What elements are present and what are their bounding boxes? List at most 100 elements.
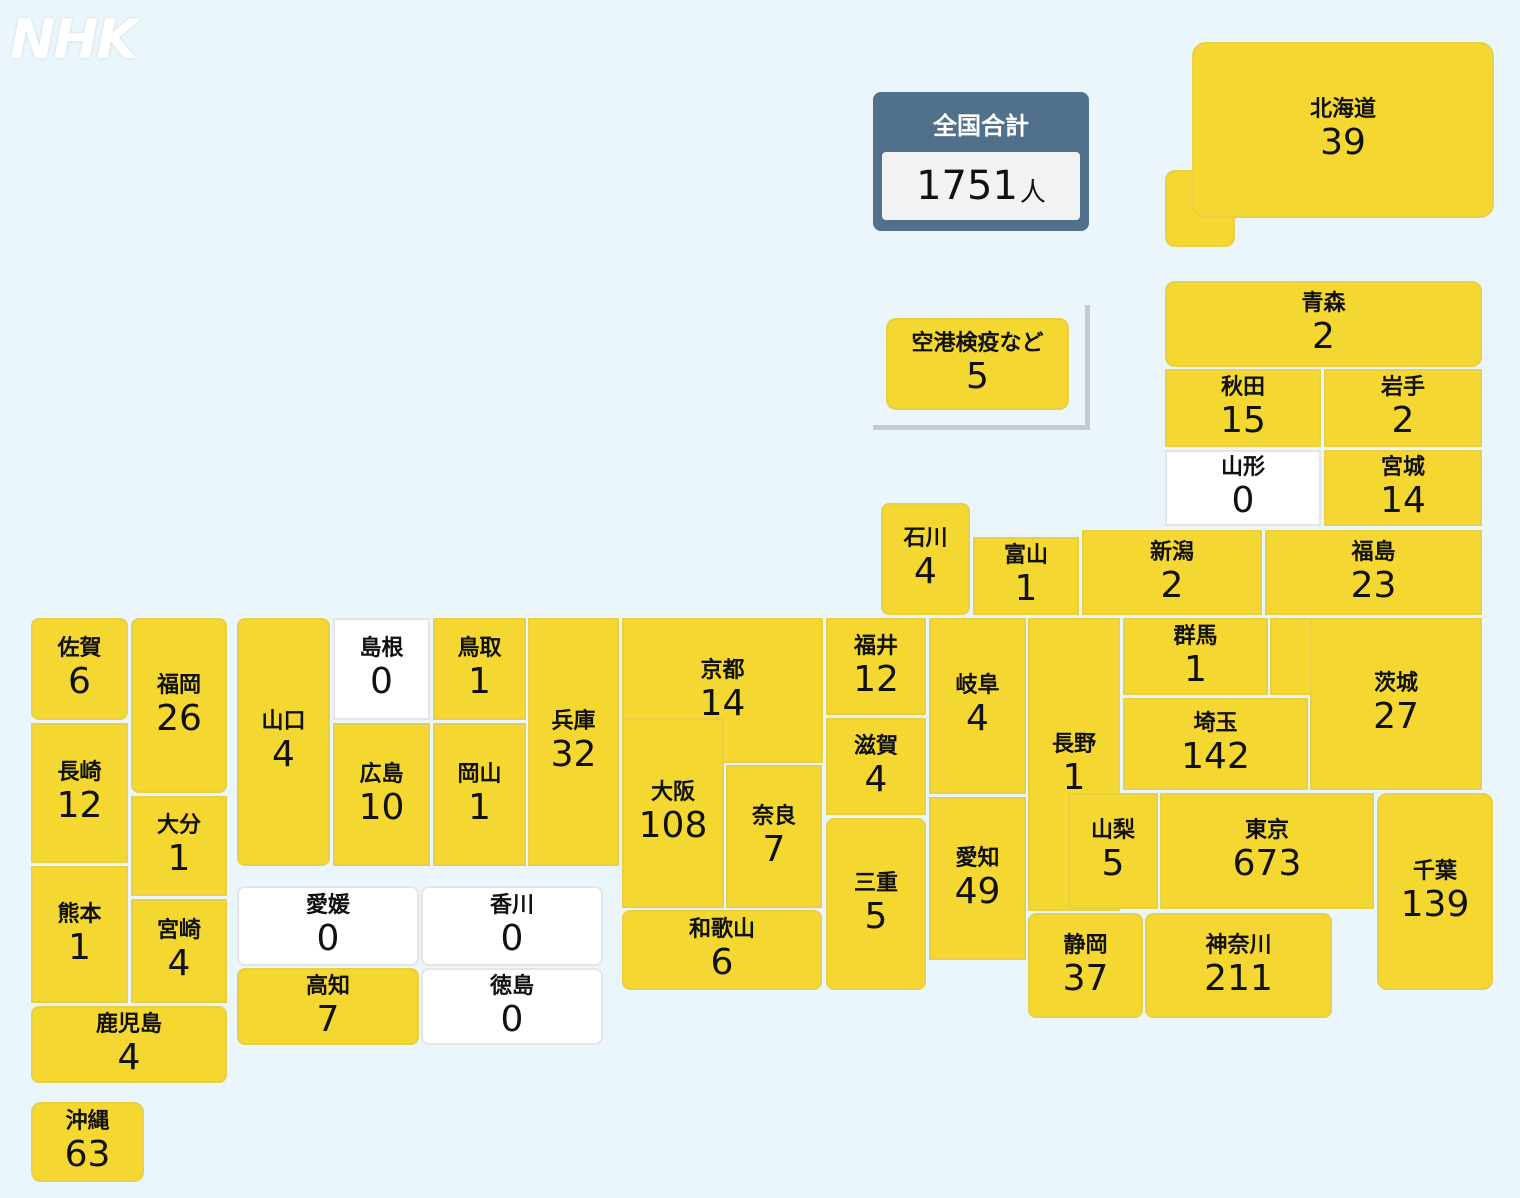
prefecture-name: 奈良: [751, 803, 796, 829]
prefecture-name: 愛媛: [305, 893, 350, 918]
prefecture-kagawa[interactable]: 香川 0: [421, 886, 603, 966]
prefecture-name: 岐阜: [955, 673, 1000, 698]
prefecture-name: 千葉: [1412, 858, 1457, 884]
prefecture-count: 0: [1231, 480, 1255, 521]
prefecture-name: 石川: [903, 526, 948, 551]
prefecture-niigata[interactable]: 新潟 2: [1082, 530, 1262, 615]
prefecture-okinawa[interactable]: 沖縄 63: [31, 1102, 144, 1182]
prefecture-tottori[interactable]: 鳥取 1: [433, 618, 526, 720]
prefecture-name: 香川: [489, 893, 534, 918]
prefecture-name: 熊本: [57, 901, 102, 927]
prefecture-shiga[interactable]: 滋賀 4: [826, 718, 926, 815]
prefecture-count: 2: [1391, 400, 1415, 441]
prefecture-count: 23: [1350, 564, 1397, 606]
prefecture-chiba[interactable]: 千葉 139: [1377, 793, 1493, 990]
prefecture-count: 6: [710, 942, 734, 983]
prefecture-nara[interactable]: 奈良 7: [726, 765, 822, 908]
prefecture-count: 4: [966, 698, 989, 739]
prefecture-count: 1: [68, 926, 91, 968]
prefecture-shizuoka[interactable]: 静岡 37: [1028, 913, 1143, 1018]
prefecture-airport[interactable]: 空港検疫など 5: [886, 318, 1069, 410]
prefecture-mie[interactable]: 三重 5: [826, 818, 926, 990]
prefecture-count: 142: [1181, 736, 1250, 777]
prefecture-count: 4: [864, 758, 888, 800]
prefecture-hyogo[interactable]: 兵庫 32: [528, 618, 619, 866]
prefecture-kochi[interactable]: 高知 7: [237, 968, 419, 1045]
prefecture-name: 和歌山: [688, 917, 755, 942]
airport-frame: [873, 305, 1090, 430]
prefecture-name: 京都: [700, 657, 745, 683]
prefecture-name: 三重: [853, 871, 898, 896]
prefecture-ehime[interactable]: 愛媛 0: [237, 886, 419, 966]
prefecture-count: 12: [853, 658, 899, 700]
prefecture-name: 佐賀: [57, 636, 102, 661]
prefecture-name: 山口: [261, 709, 306, 734]
prefecture-count: 1: [468, 661, 491, 702]
prefecture-oita[interactable]: 大分 1: [131, 796, 227, 896]
prefecture-okayama[interactable]: 岡山 1: [433, 723, 526, 866]
prefecture-yamanashi[interactable]: 山梨 5: [1068, 793, 1158, 909]
prefecture-ishikawa[interactable]: 石川 4: [881, 503, 970, 615]
prefecture-kanagawa[interactable]: 神奈川 211: [1145, 913, 1332, 1018]
prefecture-count: 5: [1101, 843, 1125, 884]
prefecture-fukuoka[interactable]: 福岡 26: [131, 618, 227, 793]
prefecture-iwate[interactable]: 岩手 2: [1324, 369, 1482, 447]
prefecture-kagoshima[interactable]: 鹿児島 4: [31, 1006, 227, 1083]
prefecture-ibaraki[interactable]: 茨城 27: [1310, 618, 1482, 790]
prefecture-akita[interactable]: 秋田 15: [1165, 369, 1321, 447]
prefecture-miyazaki[interactable]: 宮崎 4: [131, 899, 227, 1003]
prefecture-miyagi[interactable]: 宮城 14: [1324, 450, 1482, 526]
prefecture-name: 沖縄: [65, 1109, 110, 1134]
prefecture-shimane[interactable]: 島根 0: [333, 618, 430, 720]
prefecture-count: 0: [316, 918, 340, 959]
prefecture-tokushima[interactable]: 徳島 0: [421, 968, 603, 1045]
prefecture-saitama[interactable]: 埼玉 142: [1123, 698, 1308, 790]
prefecture-count: 0: [500, 998, 524, 1040]
prefecture-name: 新潟: [1149, 539, 1194, 565]
prefecture-name: 群馬: [1173, 623, 1218, 649]
prefecture-count: 4: [914, 551, 937, 592]
prefecture-count: 7: [316, 998, 340, 1040]
prefecture-gifu[interactable]: 岐阜 4: [929, 618, 1026, 794]
prefecture-name: 秋田: [1220, 375, 1265, 400]
prefecture-aichi[interactable]: 愛知 49: [929, 797, 1026, 960]
prefecture-count: 673: [1232, 843, 1302, 884]
prefecture-count: 14: [699, 682, 746, 724]
prefecture-osaka[interactable]: 大阪 108: [622, 718, 724, 908]
prefecture-count: 4: [167, 943, 191, 984]
prefecture-count: 2: [1312, 316, 1335, 357]
prefecture-count: 2: [1160, 564, 1184, 606]
prefecture-name: 兵庫: [551, 709, 596, 734]
prefecture-count: 49: [954, 870, 1001, 912]
national-total-box: 1751 人: [882, 152, 1080, 220]
prefecture-count: 1: [1062, 756, 1086, 798]
prefecture-yamagata[interactable]: 山形 0: [1165, 450, 1321, 526]
prefecture-hiroshima[interactable]: 広島 10: [333, 723, 430, 866]
prefecture-tokyo[interactable]: 東京 673: [1160, 793, 1374, 909]
prefecture-name: 山形: [1220, 455, 1265, 480]
prefecture-fukui[interactable]: 福井 12: [826, 618, 926, 715]
prefecture-name: 静岡: [1063, 932, 1108, 958]
prefecture-name: 福岡: [156, 672, 201, 698]
prefecture-name: 福井: [853, 633, 898, 659]
prefecture-gunma[interactable]: 群馬 1: [1123, 618, 1268, 695]
prefecture-kumamoto[interactable]: 熊本 1: [31, 866, 128, 1003]
prefecture-name: 鹿児島: [95, 1011, 162, 1037]
prefecture-wakayama[interactable]: 和歌山 6: [622, 910, 822, 990]
prefecture-name: 長野: [1051, 731, 1096, 757]
prefecture-fukushima[interactable]: 福島 23: [1265, 530, 1482, 615]
prefecture-name: 福島: [1351, 539, 1396, 565]
prefecture-count: 0: [370, 661, 393, 702]
prefecture-aomori[interactable]: 青森 2: [1165, 281, 1482, 367]
prefecture-name: 大阪: [650, 780, 695, 805]
prefecture-saga[interactable]: 佐賀 6: [31, 618, 128, 720]
prefecture-name: 高知: [305, 973, 350, 999]
prefecture-yamaguchi[interactable]: 山口 4: [237, 618, 330, 866]
prefecture-name: 岡山: [457, 761, 502, 787]
prefecture-name: 島根: [359, 636, 404, 661]
prefecture-hokkaido[interactable]: 北海道 39: [1192, 42, 1494, 218]
prefecture-count: 26: [156, 697, 202, 739]
prefecture-count: 139: [1400, 883, 1470, 925]
prefecture-nagasaki[interactable]: 長崎 12: [31, 723, 128, 863]
prefecture-toyama[interactable]: 富山 1: [973, 537, 1079, 615]
